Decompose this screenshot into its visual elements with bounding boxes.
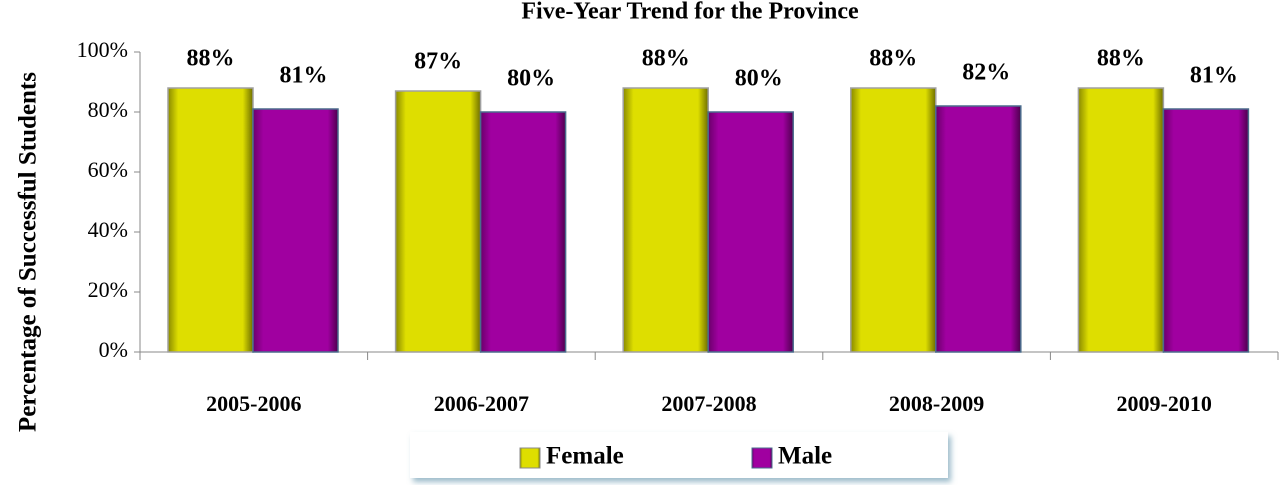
data-label: 88% — [187, 46, 235, 72]
x-tick-label: 2008-2009 — [889, 391, 984, 416]
bar — [394, 90, 482, 353]
chart-title: Five-Year Trend for the Province — [521, 0, 859, 25]
x-tick-label: 2007-2008 — [661, 391, 756, 416]
x-tick-label: 2009-2010 — [1117, 391, 1212, 416]
data-label: 81% — [280, 63, 328, 89]
bar — [707, 111, 794, 353]
y-tick-label: 80% — [88, 97, 128, 122]
data-label: 80% — [735, 66, 783, 92]
y-tick-label: 40% — [88, 217, 128, 242]
data-label: 88% — [642, 46, 690, 72]
y-axis-label: Percentage of Successful Students — [15, 72, 42, 432]
data-label: 80% — [507, 66, 555, 92]
y-tick-label: 0% — [99, 337, 128, 362]
y-tick-label: 100% — [77, 37, 128, 62]
legend-swatch — [519, 447, 541, 469]
y-tick-label: 60% — [88, 157, 128, 182]
x-tick-label: 2006-2007 — [434, 391, 529, 416]
legend-swatch — [751, 447, 773, 469]
data-label: 87% — [414, 49, 462, 75]
bar — [167, 87, 254, 353]
bar — [479, 111, 567, 353]
x-tick-label: 2005-2006 — [206, 391, 301, 416]
bar — [1162, 108, 1250, 353]
legend-box — [410, 432, 948, 478]
data-label: 88% — [869, 46, 917, 72]
y-tick-label: 20% — [88, 277, 128, 302]
legend-label: Female — [546, 443, 624, 470]
bar — [935, 105, 1022, 353]
bar — [850, 87, 937, 353]
data-label: 81% — [1190, 63, 1238, 89]
legend-label: Male — [778, 443, 832, 470]
bar — [252, 108, 339, 353]
bar — [622, 87, 709, 353]
data-label: 88% — [1097, 46, 1145, 72]
data-label: 82% — [962, 60, 1010, 86]
bar — [1077, 87, 1165, 353]
